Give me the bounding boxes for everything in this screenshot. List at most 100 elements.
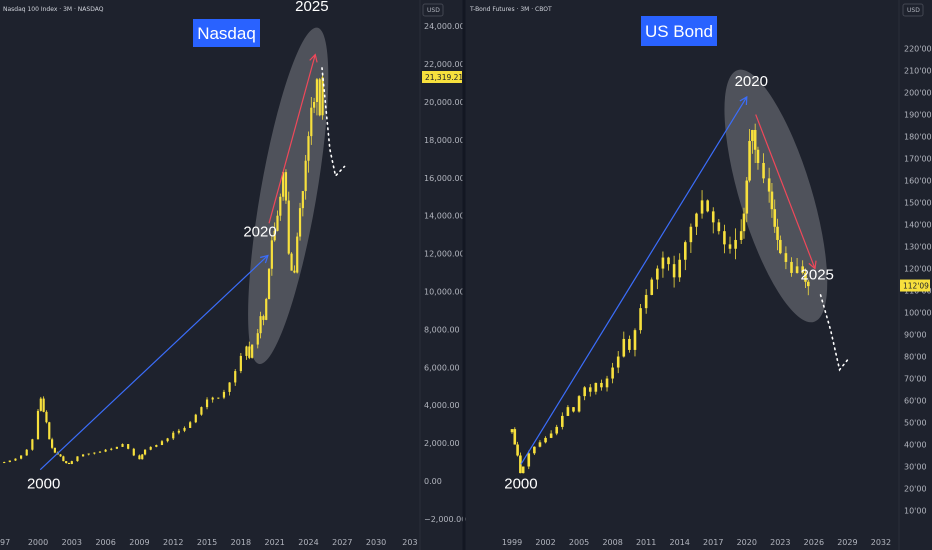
p0-candle — [62, 456, 65, 462]
p0-x-tick-label: 2015 — [197, 538, 217, 547]
p0-candle — [143, 449, 147, 455]
p1-y-tick-label: 40'00 — [904, 441, 927, 450]
p1-x-tick-label: 2002 — [535, 538, 555, 547]
us-bond-title-box: US Bond — [641, 16, 717, 46]
p0-candle — [194, 414, 197, 423]
p1-y-tick-label: 130'00 — [904, 243, 932, 252]
p0-candle — [189, 422, 192, 428]
p0-candle — [65, 461, 68, 463]
p0-x-tick-label: 2030 — [366, 538, 386, 547]
p1-x-tick-label: 2029 — [837, 538, 857, 547]
p0-y-tick-label: 24,000.00 — [424, 22, 465, 31]
p1-trend-arrow-red[interactable] — [755, 114, 816, 269]
p0-candle — [304, 160, 307, 192]
p1-candle — [776, 226, 779, 240]
p0-y-tick-label: 4,000.00 — [424, 401, 460, 410]
nasdaq-panel[interactable]: Nasdaq 100 Index · 3M · NASDAQ 200020202… — [0, 0, 466, 550]
p1-candle — [513, 429, 517, 445]
us-bond-plot-area[interactable]: 2000 2020 2025 — [504, 60, 850, 493]
p1-x-tick-label: 2026 — [804, 538, 824, 547]
p0-candle — [276, 215, 279, 231]
p0-candle — [3, 462, 6, 464]
p0-y-tick-label: −2,000.00 — [424, 515, 466, 524]
p0-candle — [8, 460, 11, 463]
p0-candle — [256, 333, 259, 345]
p1-candle — [583, 387, 586, 397]
p1-y-tick-label: 140'00 — [904, 221, 932, 230]
p0-candle — [279, 196, 282, 216]
p1-candle — [538, 442, 542, 447]
p1-y-tick-label: 100'00 — [904, 309, 932, 318]
p0-candle — [307, 136, 310, 161]
p1-candle — [678, 259, 681, 278]
p1-candle — [572, 407, 575, 412]
p1-candle — [672, 264, 676, 278]
p0-candle — [155, 444, 158, 447]
p1-candle — [644, 294, 648, 309]
p0-candle — [205, 399, 209, 408]
p1-candle — [577, 396, 581, 412]
p0-projection-path[interactable] — [321, 67, 346, 178]
p1-candle — [521, 466, 525, 474]
p1-candle — [723, 231, 726, 245]
nasdaq-currency-badge[interactable] — [422, 3, 444, 17]
p0-candle — [160, 441, 164, 445]
p1-y-tick-label: 90'00 — [904, 331, 927, 340]
p1-candle — [734, 239, 737, 249]
p0-trend-arrow-blue[interactable] — [39, 255, 269, 471]
p1-x-tick-label: 2020 — [737, 538, 757, 547]
us-bond-last-price: 112'09 — [903, 282, 929, 291]
p0-candle — [296, 236, 299, 273]
p0-x-tick-label: 2012 — [163, 538, 183, 547]
p1-candle — [790, 261, 793, 273]
p1-y-tick-label: 70'00 — [904, 375, 927, 384]
nasdaq-last-price-tag: 21,319.21 — [422, 71, 463, 84]
p0-candle — [259, 316, 262, 334]
p0-candle — [177, 430, 180, 433]
p1-projection-path[interactable] — [819, 294, 850, 372]
p1-candle — [616, 356, 620, 368]
p0-candle — [251, 344, 254, 358]
p0-y-tick-label: 12,000.00 — [424, 250, 465, 259]
p0-year-annotation: 2025 — [295, 0, 328, 15]
p1-candle — [639, 308, 642, 331]
p1-candle — [650, 279, 654, 295]
p0-candle — [222, 391, 226, 398]
p1-candle — [555, 426, 559, 434]
nasdaq-title-box-bg — [193, 19, 260, 47]
nasdaq-plot-area[interactable]: 2000 2020 2025 — [3, 0, 346, 493]
p0-candle — [50, 439, 54, 448]
us-bond-panel[interactable]: T-Bond Futures · 3M · CBOT 200020202025 … — [469, 0, 932, 550]
p0-candle — [270, 240, 273, 269]
p1-y-tick-label: 150'00 — [904, 199, 932, 208]
p0-candle — [245, 346, 248, 356]
us-bond-currency-badge[interactable] — [902, 3, 924, 17]
p1-candle — [779, 239, 782, 254]
p0-candle — [234, 371, 237, 383]
us-bond-currency-label: USD — [907, 7, 920, 14]
p1-trend-arrow-blue[interactable] — [520, 96, 748, 465]
p0-y-tick-label: 8,000.00 — [424, 325, 460, 334]
p0-year-annotation: 2020 — [243, 224, 276, 241]
p0-y-tick-label: 10,000.00 — [424, 288, 465, 297]
p0-trend-arrow-head — [309, 53, 318, 63]
p1-candle — [784, 253, 788, 262]
p0-candle — [98, 451, 102, 453]
p0-x-tick-label: 2018 — [231, 538, 251, 547]
p0-trend-arrow-red[interactable] — [268, 54, 316, 224]
p1-x-tick-label: 2011 — [636, 538, 656, 547]
us-bond-time-axis[interactable]: 1999 2002 2005 2008 2011 2014 2017 2020 2023 2026… — [502, 538, 891, 547]
p1-x-tick-label: 1999 — [502, 538, 522, 547]
nasdaq-price-axis[interactable]: 24,000.00 22,000.00 20,000.00 18,000.00 16,0… — [424, 22, 466, 524]
p0-candle — [81, 454, 85, 457]
p0-candle — [76, 456, 79, 462]
p1-y-tick-label: 210'00 — [904, 67, 932, 76]
p1-candle — [801, 266, 804, 273]
p0-candle — [313, 102, 316, 108]
p0-candle — [14, 458, 17, 461]
p1-candle — [742, 213, 746, 232]
nasdaq-time-axis[interactable]: 97 2000 2003 2006 2009 2012 2015 2018 2021 2024 20… — [0, 538, 418, 547]
p1-candle — [622, 338, 626, 357]
p1-highlight-ellipse[interactable] — [703, 60, 848, 333]
